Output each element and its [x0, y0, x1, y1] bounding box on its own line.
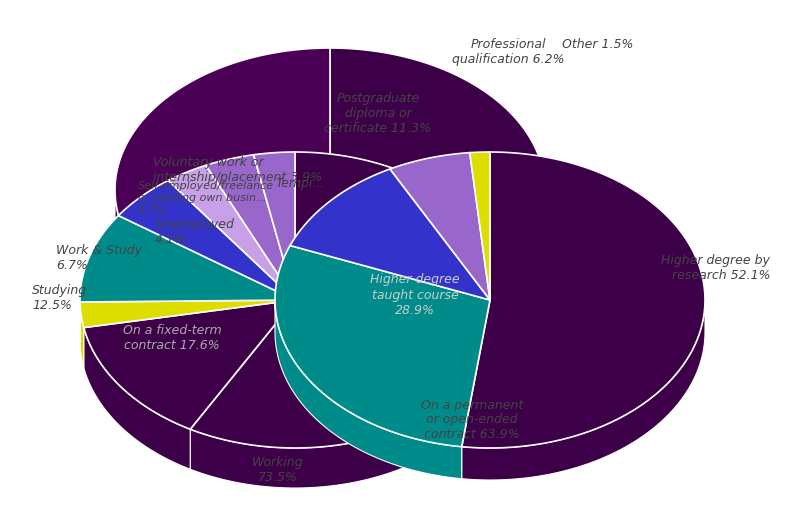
- Polygon shape: [84, 300, 295, 429]
- Text: Unemployed
4.1%: Unemployed 4.1%: [155, 218, 234, 246]
- Polygon shape: [470, 152, 490, 300]
- Polygon shape: [275, 245, 490, 447]
- Polygon shape: [166, 192, 545, 380]
- Text: Voluntary work or
internship/placement 3.9%: Voluntary work or internship/placement 3…: [153, 156, 322, 184]
- Polygon shape: [80, 302, 84, 367]
- Text: Higher degree
taught course
28.9%: Higher degree taught course 28.9%: [370, 273, 460, 316]
- Text: Professional
qualification 6.2%: Professional qualification 6.2%: [452, 38, 564, 66]
- Polygon shape: [462, 152, 705, 448]
- Text: Working
73.5%: Working 73.5%: [252, 456, 304, 484]
- Text: Tempi...: Tempi...: [276, 176, 325, 190]
- Polygon shape: [275, 301, 462, 479]
- Polygon shape: [115, 192, 166, 329]
- Polygon shape: [290, 169, 490, 300]
- Text: Work & Study
6.7%: Work & Study 6.7%: [56, 244, 142, 272]
- Polygon shape: [80, 216, 295, 302]
- Polygon shape: [190, 152, 510, 448]
- Polygon shape: [206, 155, 295, 300]
- Polygon shape: [118, 181, 295, 300]
- Text: Postgraduate
diploma or
certificate 11.3%: Postgraduate diploma or certificate 11.3…: [325, 92, 431, 135]
- Polygon shape: [462, 299, 705, 480]
- Text: Other 1.5%: Other 1.5%: [562, 38, 634, 51]
- Polygon shape: [115, 48, 330, 281]
- Polygon shape: [390, 152, 490, 300]
- Text: On a fixed-term
contract 17.6%: On a fixed-term contract 17.6%: [122, 324, 222, 352]
- Text: Studying
12.5%: Studying 12.5%: [32, 284, 87, 312]
- Text: Higher degree by
research 52.1%: Higher degree by research 52.1%: [661, 254, 770, 282]
- Polygon shape: [84, 328, 190, 469]
- Text: On a permanent
or open-ended
contract 63.9%: On a permanent or open-ended contract 63…: [421, 398, 523, 441]
- Polygon shape: [190, 299, 510, 488]
- Polygon shape: [166, 48, 545, 332]
- Polygon shape: [80, 300, 295, 328]
- Polygon shape: [254, 152, 295, 300]
- Polygon shape: [168, 165, 295, 300]
- Text: Self-employed/freelance
or starting own busin...
4.7%: Self-employed/freelance or starting own …: [138, 182, 274, 215]
